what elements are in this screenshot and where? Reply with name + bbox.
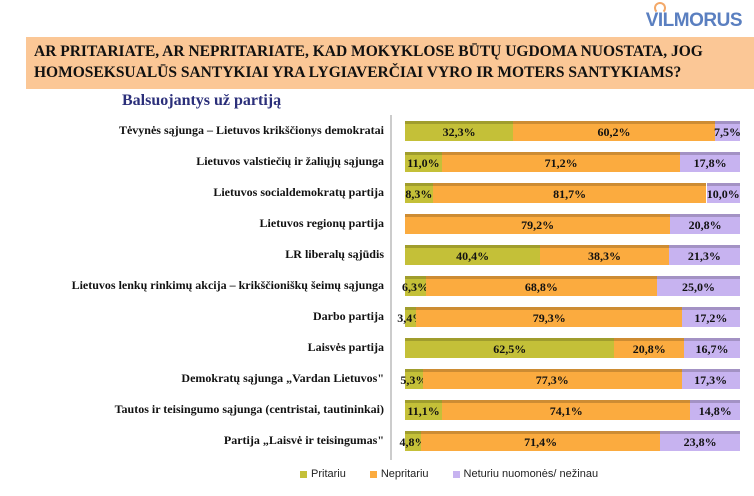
bar-segment: 16,7% <box>684 338 740 358</box>
data-label: 17,2% <box>694 311 728 325</box>
bar-segment: 60,2% <box>513 121 715 141</box>
bar-segment: 62,5% <box>405 338 615 358</box>
data-label: 4,8% <box>399 435 427 449</box>
bar-segment: 5,3% <box>400 369 427 389</box>
bar-segment: 32,3% <box>405 121 514 141</box>
bar-segment: 8,3% <box>405 183 433 203</box>
bar-segment: 3,4% <box>397 307 424 327</box>
data-label: 79,3% <box>532 311 566 325</box>
data-label: 62,5% <box>493 342 527 356</box>
category-label: LR liberalų sąjūdis <box>285 247 384 261</box>
vilmorus-logo: VILMORUS <box>646 2 743 32</box>
legend-item: Neturiu nuomonės/ nežinau <box>452 468 599 480</box>
data-label: 16,7% <box>695 342 729 356</box>
data-label: 74,1% <box>549 404 583 418</box>
bar-segment: 17,2% <box>682 307 740 327</box>
bar-segment: 11,0% <box>405 152 442 172</box>
data-label: 11,0% <box>407 156 440 170</box>
data-label: 71,2% <box>544 156 578 170</box>
bar-segment: 81,7% <box>432 183 707 203</box>
bar-segment: 7,5% <box>713 121 741 141</box>
legend: Pritariu Nepritariu Neturiu nuomonės/ neži… <box>300 468 598 480</box>
bar-segment: 71,2% <box>441 152 681 172</box>
bar-segment: 77,3% <box>422 369 682 389</box>
data-label: 23,8% <box>683 435 717 449</box>
bar-segment: 79,2% <box>405 214 671 234</box>
bar-segment: 14,8% <box>690 400 740 420</box>
data-label: 25,0% <box>681 280 715 294</box>
data-label: 77,3% <box>535 373 569 387</box>
bar-segment: 17,3% <box>681 369 740 389</box>
data-label: 8,3% <box>405 187 433 201</box>
legend-item: Pritariu <box>300 468 346 480</box>
category-label: Lietuvos valstiečių ir žaliųjų sąjunga <box>196 154 384 168</box>
category-label: Partija „Laisvė ir teisingumas" <box>223 433 384 447</box>
bar-segment: 23,8% <box>660 431 740 451</box>
category-label: Laisvės partija <box>307 340 384 354</box>
bar-segment: 38,3% <box>540 245 669 265</box>
bar-segment: 4,8% <box>400 431 427 451</box>
plot-area: 32,3% 60,2% 7,5% 11,0% 71,2% 17,8% 8,3% 81,7% 10… <box>390 115 750 460</box>
legend-swatch <box>369 470 377 478</box>
data-label: 17,8% <box>693 156 727 170</box>
bar-segment: 21,3% <box>668 245 740 265</box>
category-label: Lietuvos regionų partija <box>259 216 384 230</box>
bar-segment: 20,8% <box>670 214 740 234</box>
category-label: Tautos ir teisingumo sąjunga (centristai… <box>114 402 384 416</box>
data-label: 71,4% <box>524 435 558 449</box>
data-label: 40,4% <box>456 249 490 263</box>
legend-item: Nepritariu <box>369 468 429 480</box>
data-label: 11,1% <box>407 404 440 418</box>
bar-segment: 10,0% <box>706 183 740 203</box>
legend-swatch <box>452 470 460 478</box>
legend-label: Nepritariu <box>380 468 429 480</box>
data-label: 32,3% <box>442 125 476 139</box>
bar-segment: 68,8% <box>426 276 657 296</box>
data-label: 21,3% <box>687 249 721 263</box>
data-label: 20,8% <box>688 218 722 232</box>
data-label: 60,2% <box>597 125 631 139</box>
bar-segment: 79,3% <box>416 307 683 327</box>
data-label: 81,7% <box>553 187 587 201</box>
data-label: 20,8% <box>632 342 666 356</box>
bar-segment: 20,8% <box>614 338 685 358</box>
category-label: Tėvynės sąjunga – Lietuvos krikščionys d… <box>118 123 384 137</box>
bar-segment: 6,3% <box>402 276 430 296</box>
category-label: Lietuvos socialdemokratų partija <box>213 185 384 199</box>
legend-swatch <box>300 470 307 478</box>
question-banner: AR PRITARIATE, AR NEPRITARIATE, KAD MOKY… <box>26 37 754 89</box>
bar-segment: 11,1% <box>405 400 443 420</box>
data-label: 10,0% <box>706 187 740 201</box>
data-label: 38,3% <box>587 249 621 263</box>
data-label: 7,5% <box>713 125 741 139</box>
bar-segment: 74,1% <box>442 400 691 420</box>
data-label: 14,8% <box>698 404 732 418</box>
data-label: 17,3% <box>694 373 728 387</box>
chart-subtitle: Balsuojantys už partiją <box>122 92 282 109</box>
category-label: Demokratų sąjunga „Vardan Lietuvos" <box>181 371 384 385</box>
category-label: Darbo partija <box>313 309 384 323</box>
data-label: 6,3% <box>402 280 430 294</box>
bar-segment: 25,0% <box>656 276 741 296</box>
category-label: Lietuvos lenkų rinkimų akcija – krikščio… <box>71 278 384 292</box>
data-label: 5,3% <box>400 373 428 387</box>
bar-segment: 71,4% <box>421 431 661 451</box>
legend-label: Pritariu <box>311 468 346 480</box>
data-label: 79,2% <box>521 218 555 232</box>
bar-segment: 40,4% <box>405 245 541 265</box>
legend-label: Neturiu nuomonės/ nežinau <box>463 468 599 480</box>
data-label: 68,8% <box>524 280 558 294</box>
bar-segment: 17,8% <box>680 152 740 172</box>
